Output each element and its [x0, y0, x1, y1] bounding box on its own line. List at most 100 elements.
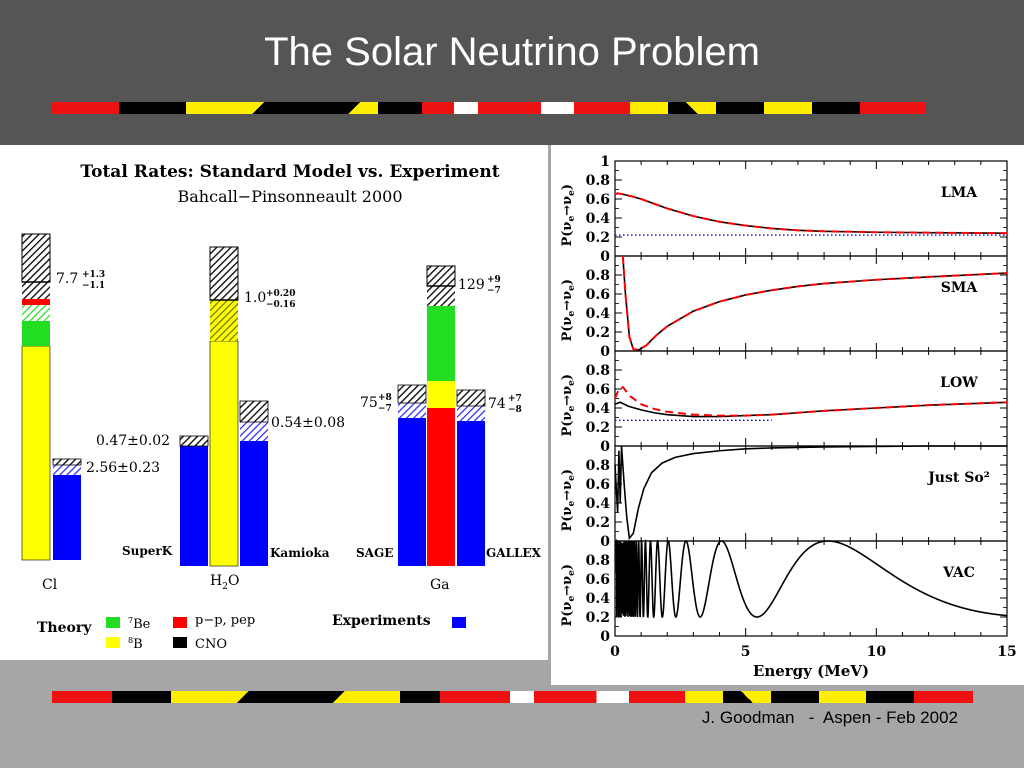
panel-label-3: Just So² [926, 470, 990, 486]
cl-theory-plus: +1.3 [82, 270, 105, 280]
legend-theory-label: Theory [37, 620, 92, 636]
ytick-label: 0.8 [586, 553, 610, 569]
ytick-label: 0.2 [586, 610, 610, 626]
cl-exp-label: 2.56±0.23 [86, 460, 160, 476]
series-dashed-red-1 [621, 255, 1008, 352]
cl-theory-uncert [21, 233, 51, 283]
legend-pp-label: p−p, pep [195, 613, 255, 628]
kamioka-exp-label: 0.54±0.08 [271, 415, 345, 431]
ga-group-label: Ga [430, 577, 450, 593]
ytick-label: 0.6 [586, 192, 610, 208]
rates-bar-chart: Total Rates: Standard Model vs. Experime… [21, 162, 542, 652]
legend-7be-label: 7Be [128, 616, 151, 632]
sage-exp-plus: +8 [378, 393, 392, 403]
ga-theory-plus: +9 [487, 275, 501, 285]
gallex-exp-top [456, 389, 486, 407]
legend-8b-label: 8B [128, 636, 143, 652]
panel-frame-4 [614, 540, 1008, 637]
series-solid-black-4 [615, 538, 1008, 619]
legend-swatch-experiments [452, 617, 466, 628]
gallex-exp-bar [457, 421, 485, 566]
cl-theory-minus: −1.1 [82, 281, 105, 291]
cl-exp-bar [53, 475, 81, 560]
chart-subtitle: Bahcall−Pinsonneault 2000 [177, 187, 402, 206]
gallex-name: GALLEX [486, 546, 542, 560]
legend-swatch-8b [106, 637, 120, 648]
superk-exp-bar [180, 446, 208, 566]
series-solid-black-3 [614, 445, 1007, 541]
ga-theory-8b [427, 381, 455, 408]
gallex-exp-label: 74 [488, 396, 506, 412]
cl-exp-uncert [53, 465, 81, 475]
ytick-label: 0.2 [586, 420, 610, 436]
legend-experiments-label: Experiments [332, 613, 431, 629]
series-dashed-red-2 [614, 385, 1008, 417]
ga-theory-label: 129 [458, 277, 485, 293]
series-solid-black-2 [614, 401, 1008, 418]
ytick-label: 0 [600, 344, 610, 360]
panel-label-2: LOW [940, 375, 978, 391]
cl-exp-top [52, 458, 82, 466]
x-axis-label: Energy (MeV) [753, 662, 869, 680]
cl-theory-label: 7.7 [56, 271, 78, 287]
slide-footer: J. Goodman - Aspen - Feb 2002 [701, 708, 958, 727]
slide-title: The Solar Neutrino Problem [264, 30, 760, 74]
legend-swatch-cno [173, 637, 187, 648]
xtick-label: 10 [867, 644, 887, 660]
ytick-label: 0.8 [586, 363, 610, 379]
ga-theory-minus: −7 [487, 286, 501, 296]
flag-stripe-bottom [52, 691, 973, 703]
y-axis-label: P(νe→νe) [560, 279, 577, 342]
ytick-label: 0.8 [586, 173, 610, 189]
ytick-label: 0 [600, 629, 610, 645]
h2o-theory-uncert [209, 246, 239, 301]
sage-exp-bar [398, 418, 426, 566]
sage-exp-uncert [398, 403, 426, 418]
sage-name: SAGE [356, 546, 393, 560]
xtick-label: 5 [741, 644, 751, 660]
xtick-label: 0 [610, 644, 620, 660]
superk-exp-top [179, 435, 209, 447]
ytick-label: 0.4 [586, 496, 611, 512]
ytick-label: 0 [600, 249, 610, 265]
gallex-exp-minus: −8 [508, 405, 522, 415]
panel-frame-2 [614, 350, 1008, 447]
ga-theory-7be [427, 306, 455, 381]
ytick-label: 0.2 [586, 515, 610, 531]
y-axis-label: P(νe→νe) [560, 184, 577, 247]
cl-theory-7be [22, 321, 50, 346]
ytick-label: 0.6 [586, 382, 610, 398]
sage-exp-top [397, 384, 427, 404]
panel-label-1: SMA [941, 280, 979, 296]
ga-theory-pp [427, 408, 455, 566]
ytick-label: 0.4 [586, 591, 611, 607]
legend-swatch-7be [106, 617, 120, 628]
legend-swatch-pp [173, 617, 187, 628]
h2o-theory-minus: −0.16 [266, 300, 295, 310]
rates-chart-panel: Total Rates: Standard Model vs. Experime… [0, 145, 548, 660]
panel-label-0: LMA [941, 185, 978, 201]
ytick-label: 0.8 [586, 458, 610, 474]
series-solid-black-1 [622, 255, 1008, 351]
kamioka-name: Kamioka [270, 546, 330, 560]
ytick-label: 0 [600, 439, 610, 455]
kamioka-exp-uncert [240, 422, 268, 441]
cl-group-label: Cl [42, 577, 58, 593]
ytick-label: 0.8 [586, 268, 610, 284]
slide-header: The Solar Neutrino Problem [0, 0, 1024, 145]
ytick-label: 0.2 [586, 325, 610, 341]
ytick-label: 0.4 [586, 401, 611, 417]
ytick-label: 0.4 [586, 211, 611, 227]
panel-frame-1 [614, 255, 1008, 352]
h2o-theory-plus: +0.20 [266, 289, 295, 299]
cl-theory-pp [22, 299, 50, 305]
series-dashed-red-0 [614, 192, 1008, 235]
sage-exp-minus: −7 [378, 404, 392, 414]
survival-probability-panel: 0 0.2 0.4 0.6 0.8 1 P(νe→νe) LMA 0 0.2 0.4 0.6 0.8 P(… [551, 145, 1024, 685]
cl-theory-8b [21, 345, 51, 561]
panel-label-4: VAC [942, 565, 975, 581]
h2o-theory-8b [209, 340, 239, 567]
panel-frame-0 [614, 160, 1008, 257]
y-axis-label: P(νe→νe) [560, 564, 577, 627]
cl-theory-7be-uncert [22, 305, 50, 321]
